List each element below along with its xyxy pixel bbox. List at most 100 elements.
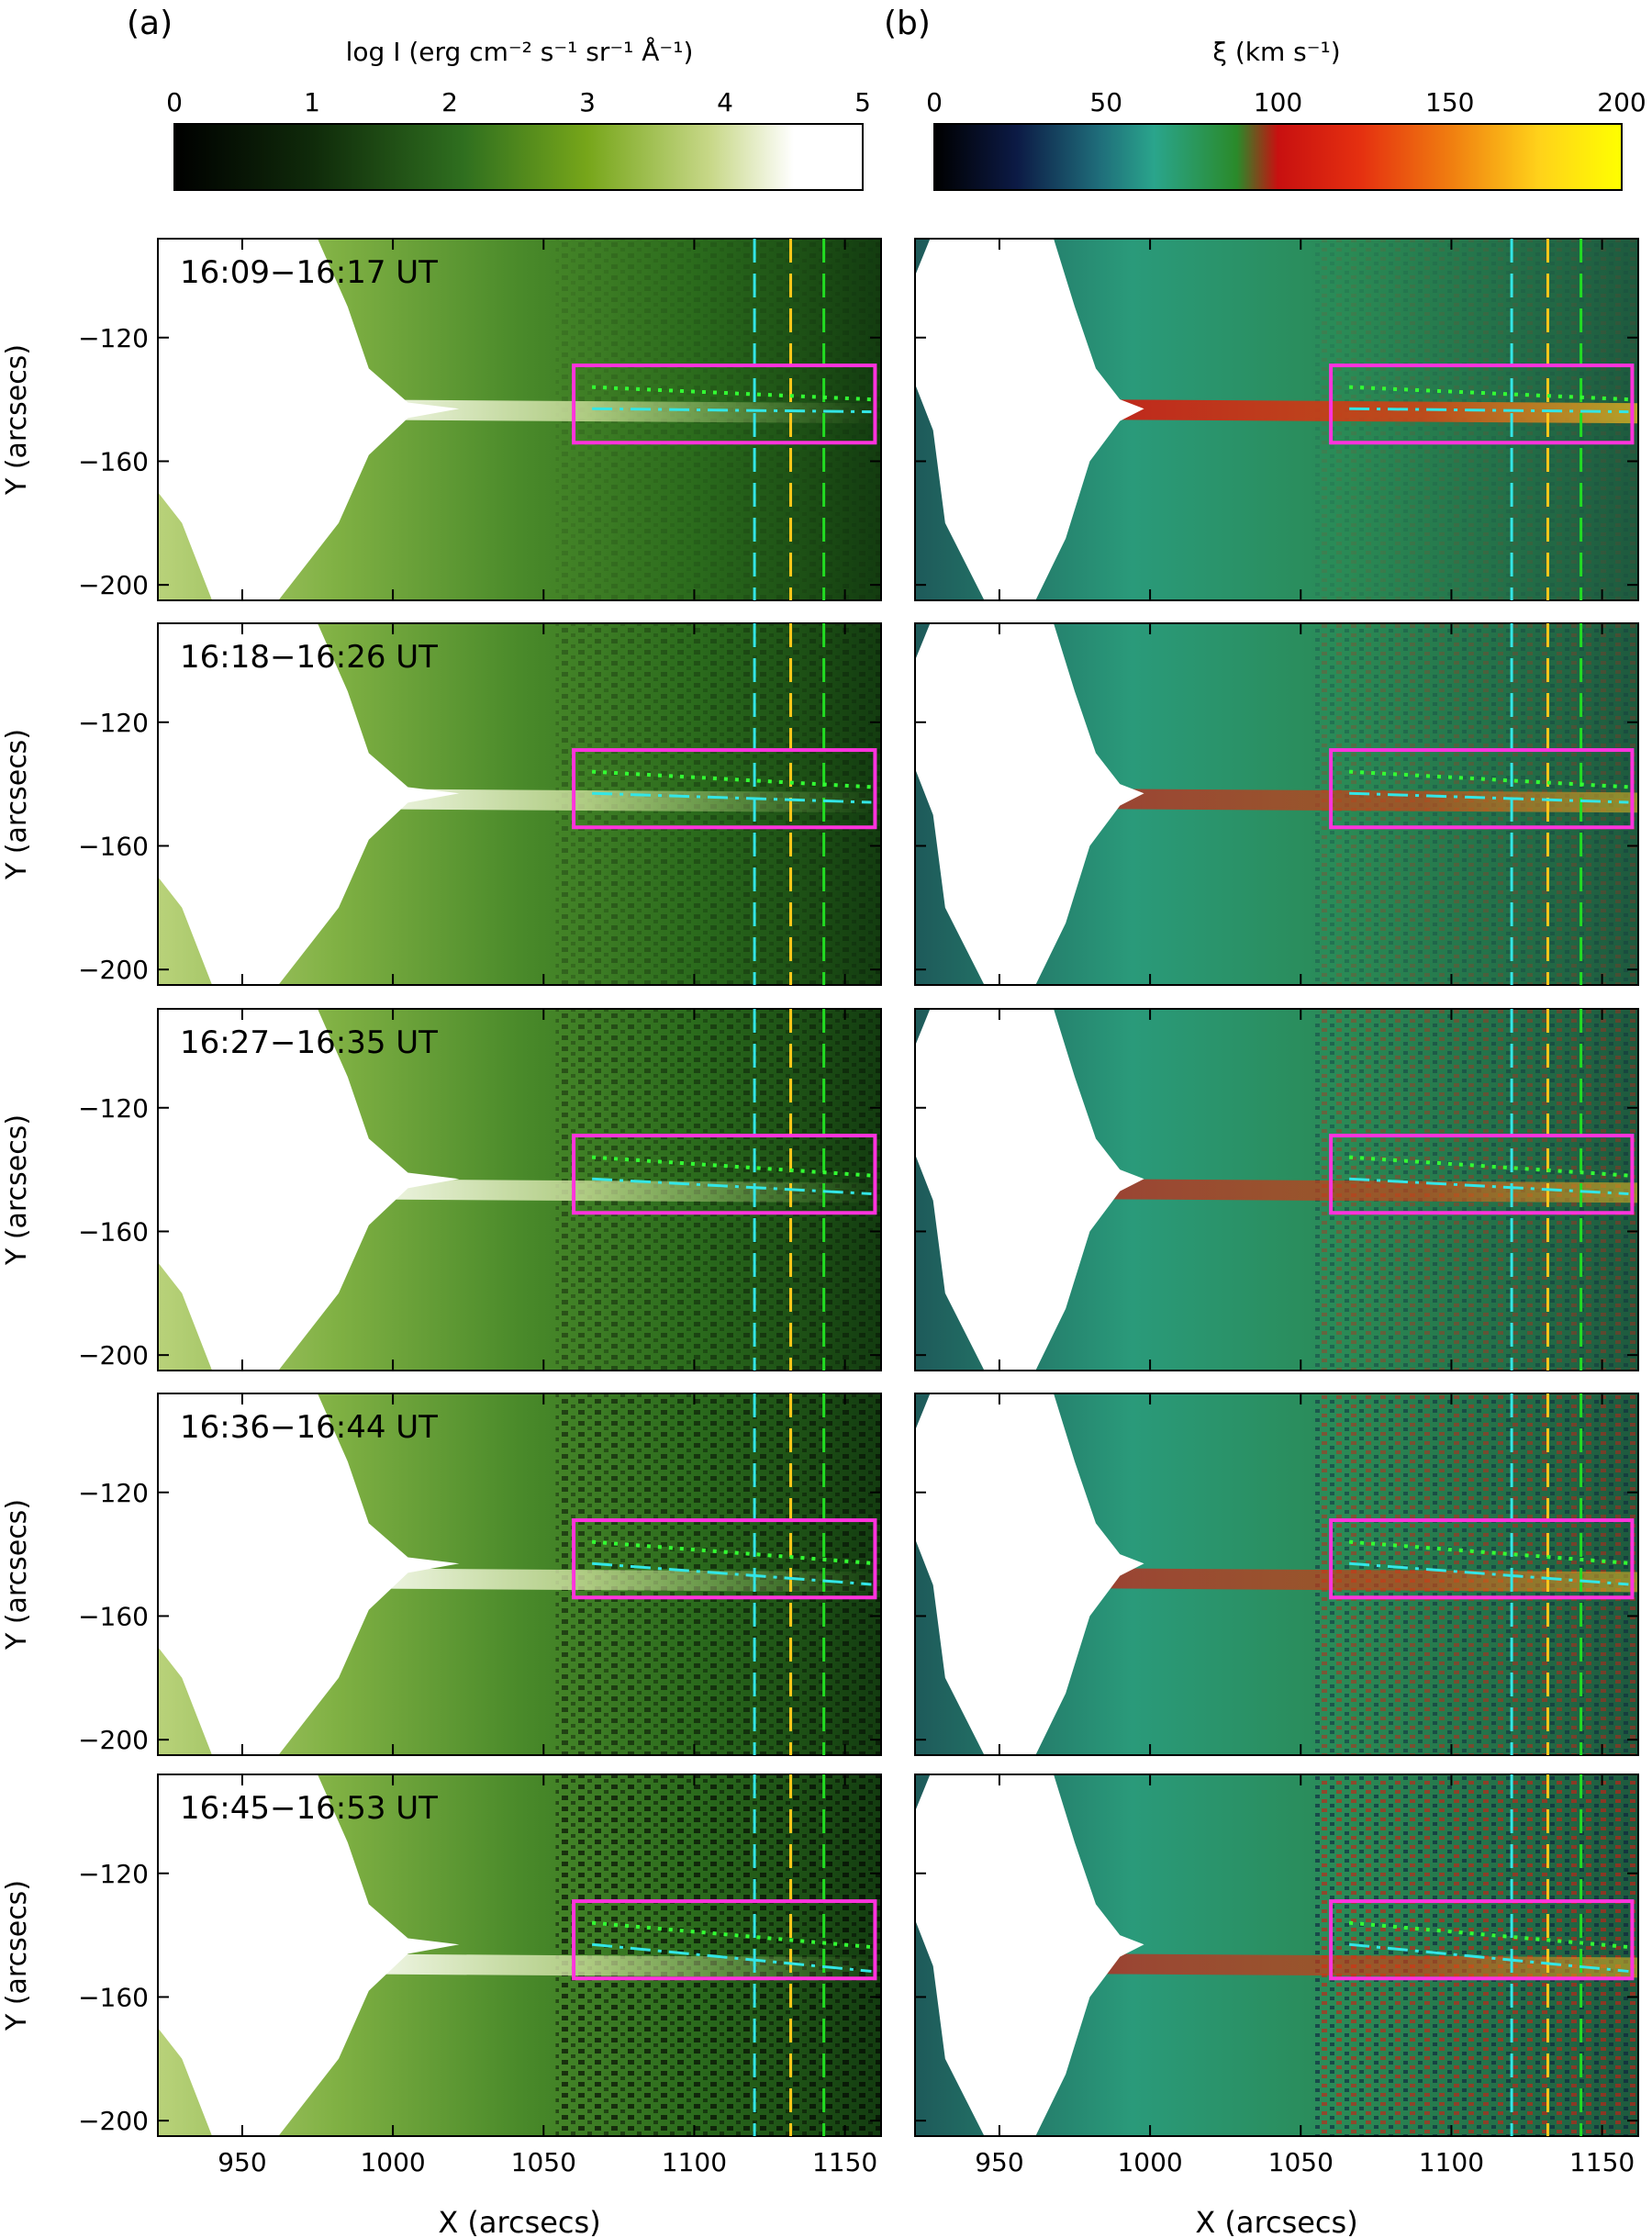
saturated-region: [158, 1774, 460, 2136]
axis-dashdot-line: [591, 1942, 872, 1973]
saturated-region: [158, 1393, 460, 1755]
axis-dashdot-line: [592, 1177, 872, 1196]
region-box: [572, 1518, 877, 1600]
masked-region: [915, 623, 1144, 985]
colorbar-b-tick-label: 0: [926, 87, 943, 117]
panel-frame: [914, 1008, 1639, 1371]
axis-ticks: [158, 1393, 881, 1755]
region-box: [572, 1134, 877, 1215]
axis-dashdot-line: [1349, 407, 1629, 414]
width-map-4: [915, 1393, 1638, 1755]
y-axis-label: Y (arcsecs): [1, 344, 33, 496]
axis-ticks: [158, 239, 881, 600]
width-map-3: [915, 1009, 1638, 1371]
y-tick-label: −200: [78, 570, 149, 600]
time-range-label: 16:09−16:17 UT: [180, 254, 438, 291]
y-tick-label: −200: [78, 2106, 149, 2136]
masked-region: [915, 239, 1144, 600]
colorbar-a-tick-label: 4: [717, 87, 733, 117]
y-tick-label: −160: [78, 831, 149, 861]
ridge-dotted-line: [591, 1920, 872, 1950]
region-box: [572, 748, 877, 830]
x-tick-label: 950: [975, 2147, 1023, 2177]
colorbar-a-title: log I (erg cm⁻² s⁻¹ sr⁻¹ Å⁻¹): [346, 36, 694, 67]
jet-streak: [347, 789, 881, 813]
region-box: [1329, 1134, 1635, 1215]
axis-dashdot-line: [591, 1561, 872, 1586]
region-box: [1329, 1518, 1635, 1600]
panel-frame: [157, 1008, 882, 1371]
axis-ticks: [915, 239, 1638, 600]
region-box: [1329, 748, 1635, 830]
axis-ticks: [158, 1009, 881, 1371]
colorbar-b-tick-label: 100: [1254, 87, 1302, 117]
colorbar-b-tick-labels: 0 50 100 150 200: [926, 87, 1646, 117]
time-range-label: 16:27−16:35 UT: [180, 1024, 438, 1061]
axis-dashdot-line: [592, 791, 872, 804]
region-box: [1329, 364, 1635, 445]
x-tick-label: 1150: [1569, 2147, 1635, 2177]
axis-ticks: [158, 1774, 881, 2136]
y-tick-label: −160: [78, 1216, 149, 1247]
saturated-region: [158, 1009, 460, 1371]
ridge-dotted-line: [1348, 1920, 1629, 1950]
intensity-map-4: [158, 1393, 881, 1755]
colorbar-b: [933, 123, 1623, 191]
region-box: [572, 364, 877, 445]
panel-frame: [914, 238, 1639, 601]
axis-dashdot-line: [1349, 1177, 1629, 1196]
saturated-region: [158, 239, 460, 600]
ridge-dotted-line: [591, 1155, 872, 1178]
x-tick-label: 950: [218, 2147, 266, 2177]
x-tick-label: 1000: [360, 2147, 425, 2177]
axis-dashdot-line: [592, 407, 872, 414]
jet-streak: [1104, 1179, 1638, 1203]
jet-streak: [347, 399, 881, 424]
time-range-label: 16:18−16:26 UT: [180, 639, 438, 676]
axis-dashdot-line: [1349, 791, 1629, 804]
x-tick-label: 1050: [1268, 2147, 1334, 2177]
y-axis-label: Y (arcsecs): [1, 1499, 33, 1651]
masked-region: [915, 1393, 1144, 1755]
saturated-region: [158, 623, 460, 985]
ridge-dotted-line: [591, 1539, 872, 1565]
axis-ticks: [915, 623, 1638, 985]
axis-dashdot-line: [1348, 1561, 1629, 1586]
colorbar-a-tick-label: 3: [579, 87, 596, 117]
x-tick-label: 1100: [1419, 2147, 1484, 2177]
panel-frame: [157, 1393, 882, 1756]
x-tick-label: 1100: [662, 2147, 727, 2177]
ridge-dotted-line: [591, 769, 872, 789]
jet-streak: [1104, 789, 1638, 813]
y-tick-label: −120: [78, 323, 149, 353]
ridge-dotted-line: [1348, 1539, 1629, 1565]
masked-region: [915, 1774, 1144, 2136]
colorbar-b-tick-label: 150: [1425, 87, 1474, 117]
ridge-dotted-line: [1348, 769, 1629, 789]
colorbar-b-tick-label: 50: [1089, 87, 1122, 117]
colorbar-b-tick-label: 200: [1597, 87, 1646, 117]
panel-b-label: (b): [884, 5, 931, 42]
y-tick-label: −120: [78, 1478, 149, 1508]
panel-frame: [914, 622, 1639, 986]
panel-frame: [157, 1774, 882, 2137]
width-map-5: [915, 1774, 1638, 2136]
panel-frame: [914, 1393, 1639, 1756]
region-box: [572, 1899, 877, 1981]
colorbar-b-title: ξ (km s⁻¹): [1212, 37, 1340, 67]
y-axis-label: Y (arcsecs): [1, 1880, 33, 2031]
colorbar-a-tick-label: 2: [441, 87, 458, 117]
ridge-dotted-line: [1348, 1155, 1629, 1178]
colorbar-a-tick-label: 5: [854, 87, 871, 117]
region-box: [1329, 1899, 1635, 1981]
panel-frame: [157, 622, 882, 986]
width-map-1: [915, 239, 1638, 600]
time-range-label: 16:45−16:53 UT: [180, 1790, 438, 1827]
y-tick-label: −200: [78, 955, 149, 985]
y-tick-label: −160: [78, 1601, 149, 1631]
y-tick-label: −160: [78, 446, 149, 476]
jet-streak: [347, 1179, 881, 1203]
axis-ticks: [158, 623, 881, 985]
x-axis-label-b: X (arcsecs): [1195, 2205, 1357, 2238]
